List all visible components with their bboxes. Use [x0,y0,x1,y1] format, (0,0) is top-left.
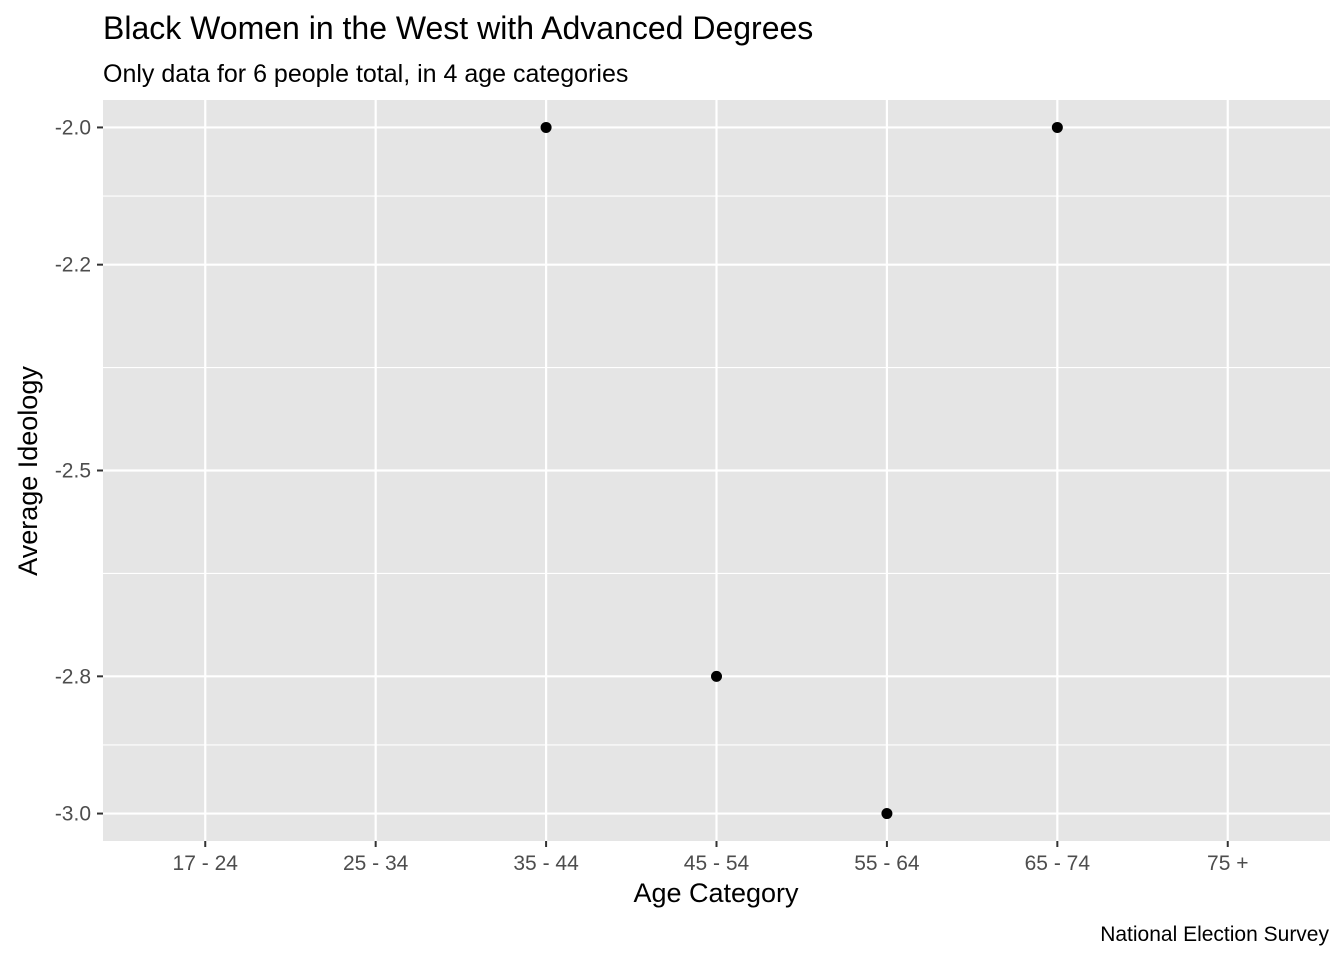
x-tick-label: 17 - 24 [173,852,239,875]
chart-caption: National Election Survey [1100,923,1329,946]
data-point [1051,121,1063,133]
x-tick-label: 45 - 54 [684,852,750,875]
major-gridlines [103,100,1330,841]
y-axis-title: Average Ideology [13,366,43,576]
x-tick-label: 25 - 34 [343,852,409,875]
data-points [540,121,1063,820]
x-axis-title: Age Category [633,878,799,908]
chart-title: Black Women in the West with Advanced De… [103,10,813,46]
x-tick-label: 75 + [1207,852,1248,875]
x-tick-label: 55 - 64 [854,852,920,875]
y-tick-label: -2.8 [55,665,91,688]
x-axis: 17 - 24 25 - 34 35 - 44 45 - 54 55 - 64 65 - … [173,841,1248,875]
y-tick-label: -2.2 [55,254,91,277]
chart-subtitle: Only data for 6 people total, in 4 age c… [103,60,628,88]
data-point [711,670,722,682]
x-tick-label: 35 - 44 [513,852,579,875]
y-axis: -2.0 -2.2 -2.5 -2.8 -3.0 [55,116,103,826]
y-tick-label: -2.5 [55,460,91,483]
x-tick-label: 65 - 74 [1025,852,1091,875]
y-tick-label: -2.0 [55,116,91,139]
data-point [540,121,552,133]
y-tick-label: -3.0 [55,803,91,826]
data-point [881,808,893,820]
